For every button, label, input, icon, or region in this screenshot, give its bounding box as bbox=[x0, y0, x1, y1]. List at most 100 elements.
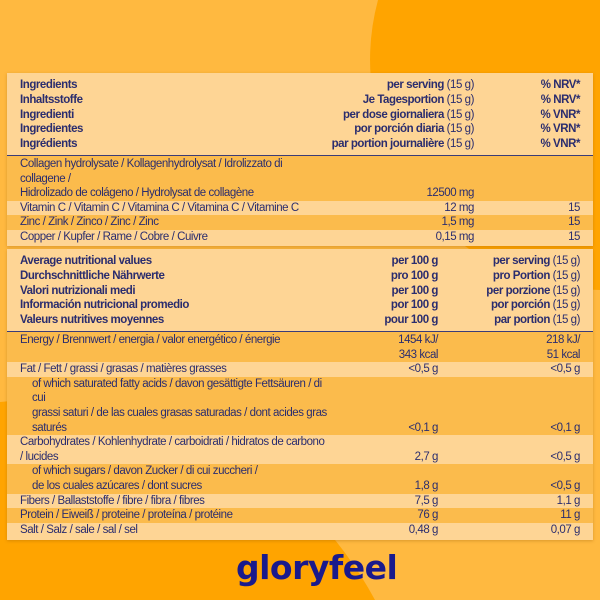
row-perserving: <0,5 g bbox=[550, 450, 580, 463]
header-unit: (15 g) bbox=[443, 93, 475, 106]
header-col3: per porzione bbox=[486, 284, 550, 297]
header-col2: por 100 g bbox=[390, 299, 439, 312]
row-label: Hidrolizado de colágeno / Hydrolysat de … bbox=[20, 187, 254, 200]
header-row: Ingredientes por porción diaria (15 g) % V… bbox=[7, 122, 593, 137]
row-perserving: 0,07 g bbox=[550, 523, 581, 536]
table-row: Collagen hydrolysate / Kollagenhydrolysa… bbox=[7, 155, 593, 201]
table-row: of which saturated fatty acids / davon g… bbox=[7, 376, 593, 436]
table-row: Protein / Eiweiß / proteine / proteína /… bbox=[7, 508, 593, 523]
row-amount: 0,15 mg bbox=[435, 230, 475, 243]
header-row: Ingredienti per dose giornaliera (15 g) % … bbox=[7, 108, 593, 123]
header-row: Ingrédients par portion journalière (15 g… bbox=[7, 137, 593, 152]
row-per100: 1454 kJ/ bbox=[398, 333, 438, 346]
header-row: Inhaltsstoffe Je Tagesportion (15 g) % NRV… bbox=[7, 93, 593, 108]
nutrition-table: Average nutritional values per 100 g per s… bbox=[7, 249, 593, 541]
header-unit: (15 g) bbox=[443, 123, 475, 136]
row-per100: 0,48 g bbox=[408, 523, 439, 536]
row-label: grassi saturi / de las cuales grasas sat… bbox=[32, 406, 327, 434]
row-label: de los cuales azúcares / dont sucres bbox=[32, 479, 202, 492]
header-label: Información nutricional promedio bbox=[20, 299, 189, 312]
header-label: Ingredients bbox=[20, 79, 78, 91]
header-unit: (15 g) bbox=[549, 269, 581, 282]
header-label: Valeurs nutritives moyennes bbox=[20, 314, 164, 327]
header-col3: per serving bbox=[492, 255, 551, 267]
table-row: Vitamin C / Vitamin C / Vitamina C / Vit… bbox=[7, 201, 593, 216]
row-label: Vitamin C / Vitamin C / Vitamina C / Vit… bbox=[20, 201, 299, 214]
brand-logo: gloryfeel bbox=[236, 548, 398, 587]
row-nrv: 15 bbox=[568, 216, 580, 229]
row-per100: 2,7 g bbox=[414, 450, 439, 463]
row-perserving: <0,5 g bbox=[550, 479, 580, 492]
header-row: Average nutritional values per 100 g per s… bbox=[7, 254, 593, 269]
row-perserving: 11 g bbox=[560, 509, 580, 522]
row-perserving: 218 kJ/ bbox=[546, 333, 580, 346]
header-col3: % NRV* bbox=[540, 79, 581, 91]
header-unit: (15 g) bbox=[443, 79, 475, 91]
row-label: Fibers / Ballaststoffe / fibre / fibra /… bbox=[20, 494, 205, 507]
row-label: Collagen hydrolysate / Kollagenhydrolysa… bbox=[20, 157, 283, 185]
header-label: Durchschnittliche Nährwerte bbox=[20, 269, 165, 282]
header-unit: (15 g) bbox=[443, 138, 475, 151]
ingredients-table-header: Ingredients per serving (15 g) % NRV* Inha… bbox=[7, 73, 593, 156]
row-label: Energy / Brennwert / energia / valor ene… bbox=[20, 333, 281, 346]
table-row: Carbohydrates / Kohlenhydrate / carboidr… bbox=[7, 435, 593, 464]
header-label: Ingredientes bbox=[20, 123, 83, 136]
header-row: Información nutricional promedio por 100 … bbox=[7, 298, 593, 313]
header-row: Durchschnittliche Nährwerte pro 100 g pro … bbox=[7, 269, 593, 284]
header-col3: % VNR* bbox=[540, 138, 581, 151]
row-label: Carbohydrates / Kohlenhydrate / carboidr… bbox=[20, 436, 325, 463]
row-label: Fat / Fett / grassi / grasas / matières … bbox=[20, 363, 227, 376]
table-row: Copper / Kupfer / Rame / Cobre / Cuivre 0… bbox=[7, 230, 593, 246]
row-perserving: <0,5 g bbox=[550, 363, 580, 376]
table-row: Zinc / Zink / Zinco / Zinc / Zinc 1,5 mg 1… bbox=[7, 215, 593, 230]
row-amount: 12 mg bbox=[444, 201, 474, 214]
row-per100: <0,5 g bbox=[408, 363, 438, 376]
table-row: Salt / Salz / sale / sal / sel 0,48 g 0,07… bbox=[7, 523, 593, 541]
header-unit: (15 g) bbox=[443, 108, 475, 121]
row-nrv: 15 bbox=[568, 201, 580, 214]
header-col2: pour 100 g bbox=[384, 314, 438, 327]
row-label: Salt / Salz / sale / sal / sel bbox=[20, 523, 138, 536]
row-per100: <0,1 g bbox=[408, 421, 438, 434]
row-label: Protein / Eiweiß / proteine / proteína /… bbox=[20, 509, 233, 522]
header-label: Ingrédients bbox=[20, 138, 78, 151]
ingredients-table: Ingredients per serving (15 g) % NRV* Inha… bbox=[7, 73, 593, 246]
row-per100: 7,5 g bbox=[414, 494, 439, 507]
header-col3: par portion bbox=[494, 314, 550, 327]
header-col2: por porción diaria bbox=[354, 123, 444, 136]
table-row: Fat / Fett / grassi / grasas / matières … bbox=[7, 362, 593, 377]
row-perserving: <0,1 g bbox=[550, 421, 580, 434]
header-col2: par portion journalière bbox=[331, 138, 445, 151]
row-label: Zinc / Zink / Zinco / Zinc / Zinc bbox=[20, 216, 159, 229]
row-per100: 1,8 g bbox=[414, 479, 439, 492]
header-col2: Je Tagesportion bbox=[362, 93, 445, 106]
header-unit: (15 g) bbox=[549, 314, 581, 327]
header-label: Valori nutrizionali medi bbox=[20, 284, 136, 297]
row-per100: 343 kcal bbox=[398, 348, 439, 361]
header-col3: pro Portion bbox=[492, 269, 550, 282]
row-label: Copper / Kupfer / Rame / Cobre / Cuivre bbox=[20, 230, 208, 243]
header-col2: per serving bbox=[386, 79, 445, 91]
row-amount: 12500 mg bbox=[426, 187, 474, 200]
row-label: of which saturated fatty acids / davon g… bbox=[32, 377, 322, 405]
header-unit: (15 g) bbox=[549, 284, 581, 297]
header-col3: % VRN* bbox=[540, 123, 581, 136]
header-row: Valori nutrizionali medi per 100 g per por… bbox=[7, 284, 593, 299]
header-row: Valeurs nutritives moyennes pour 100 g par… bbox=[7, 313, 593, 328]
row-label: of which sugars / davon Zucker / di cui … bbox=[32, 465, 258, 478]
header-unit: (15 g) bbox=[549, 299, 581, 312]
row-perserving: 1,1 g bbox=[556, 494, 581, 507]
table-row: of which sugars / davon Zucker / di cui … bbox=[7, 464, 593, 494]
header-col2: per 100 g bbox=[391, 284, 439, 297]
row-perserving: 51 kcal bbox=[546, 348, 581, 361]
header-label: Inhaltsstoffe bbox=[20, 93, 83, 106]
header-unit: (15 g) bbox=[549, 255, 581, 267]
row-amount: 1,5 mg bbox=[441, 216, 475, 229]
header-col3: % VNR* bbox=[540, 108, 581, 121]
header-col2: per dose giornaliera bbox=[342, 108, 444, 121]
header-col3: % NRV* bbox=[540, 93, 581, 106]
header-row: Ingredients per serving (15 g) % NRV* bbox=[7, 78, 593, 93]
row-per100: 76 g bbox=[417, 509, 438, 522]
header-label: Ingredienti bbox=[20, 108, 74, 121]
header-col2: pro 100 g bbox=[390, 269, 439, 282]
